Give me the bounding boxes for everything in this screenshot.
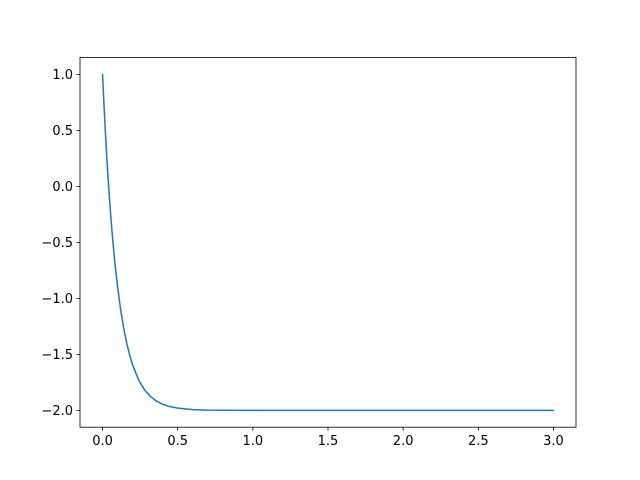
x-tick-label: 0.5: [167, 434, 188, 449]
plot-area: [80, 57, 576, 428]
x-tick-label: 1.0: [243, 434, 264, 449]
y-tick-label: 0.5: [52, 124, 73, 139]
x-tick-label: 0.0: [92, 434, 113, 449]
x-tick-label: 2.5: [468, 434, 489, 449]
y-tick-label: −0.5: [41, 236, 73, 251]
y-tick-label: 1.0: [52, 68, 73, 83]
y-tick-label: 0.0: [52, 180, 73, 195]
x-tick-label: 3.0: [543, 434, 564, 449]
y-tick-label: −1.0: [41, 292, 73, 307]
x-tick-label: 1.5: [318, 434, 339, 449]
x-tick-label: 2.0: [393, 434, 414, 449]
y-tick-label: −1.5: [41, 348, 73, 363]
y-tick-label: −2.0: [41, 404, 73, 419]
data-line: [101, 73, 555, 412]
